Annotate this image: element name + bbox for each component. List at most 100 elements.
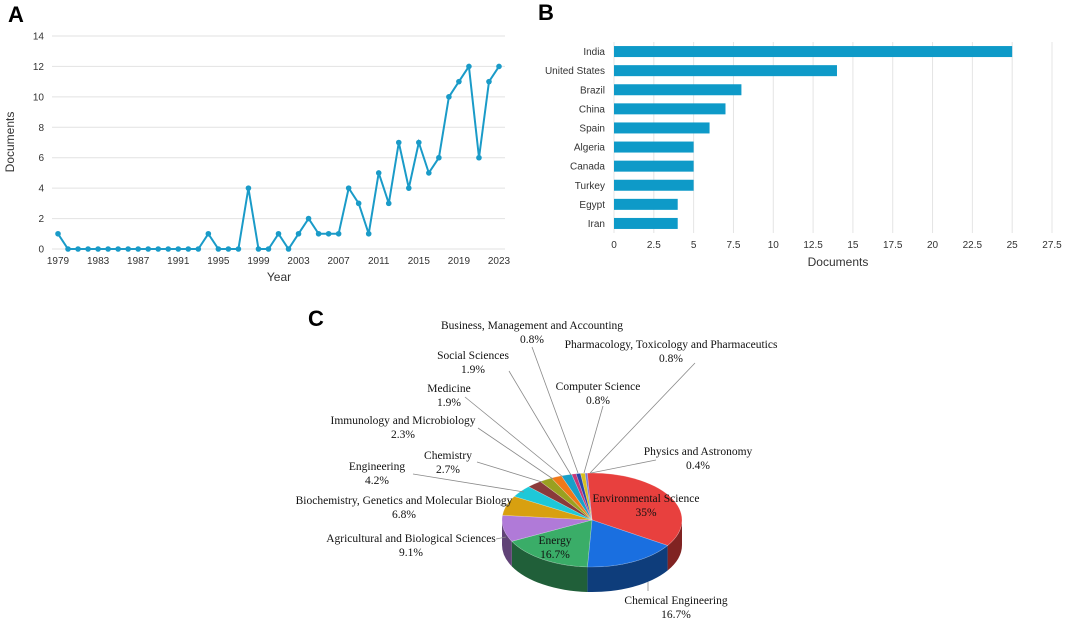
x-tick-10: 10	[768, 240, 780, 251]
leader-engineering	[412, 473, 525, 493]
point-1993	[195, 246, 202, 252]
category-egypt: Egypt	[579, 200, 605, 211]
x-tick-1991: 1991	[167, 256, 190, 267]
bar-canada	[614, 160, 694, 172]
point-1989	[155, 246, 162, 252]
side-1-0	[587, 545, 668, 592]
category-canada: Canada	[570, 162, 605, 173]
label-pct-engineering: 4.2%	[365, 475, 389, 487]
category-algeria: Algeria	[574, 143, 606, 154]
point-2018	[446, 94, 452, 100]
leader-pharmacology-toxicology-and-pharmaceutics	[589, 362, 696, 474]
x-tick-0: 0	[611, 240, 617, 251]
label-name-energy: Energy	[538, 535, 571, 547]
category-china: China	[579, 104, 606, 115]
point-2008	[345, 185, 352, 191]
x-axis-title: Year	[267, 270, 291, 284]
label-name-environmental-science: Environmental Science	[593, 493, 700, 505]
label-name-immunology-and-microbiology: Immunology and Microbiology	[330, 415, 475, 427]
point-1979	[55, 230, 61, 237]
y-tick-6: 6	[38, 153, 44, 164]
slice-business-management-and-accounting	[571, 473, 593, 521]
leader-medicine	[464, 396, 564, 478]
panel-label-a: A	[8, 2, 24, 27]
slice-biochemistry-genetics-and-molecular-biology	[502, 496, 593, 521]
point-2022	[486, 78, 492, 85]
slice-chemical-engineering	[587, 519, 669, 568]
point-1987	[135, 246, 141, 252]
label-name-physics-and-astronomy: Physics and Astronomy	[644, 446, 753, 458]
slice-computer-science	[580, 472, 593, 521]
slice-pharmacology-toxicology-and-pharmaceutics	[575, 473, 593, 521]
point-2007	[335, 230, 342, 237]
bars	[614, 46, 1013, 229]
label-pct-environmental-science: 35%	[635, 507, 657, 519]
point-1990	[165, 246, 172, 252]
x-tick-2015: 2015	[408, 256, 431, 267]
label-pct-immunology-and-microbiology: 2.3%	[391, 429, 415, 441]
label-name-pharmacology-toxicology-and-pharmaceutics: Pharmacology, Toxicology and Pharmaceuti…	[565, 339, 778, 351]
x-tick-1987: 1987	[127, 256, 150, 267]
bar-united-states	[614, 65, 837, 77]
x-tick-5: 5	[691, 240, 697, 251]
side-3-0	[502, 520, 512, 567]
point-2021	[476, 154, 482, 161]
category-iran: Iran	[588, 219, 605, 230]
label-pct-chemical-engineering: 16.7%	[661, 609, 691, 620]
point-1992	[185, 246, 192, 252]
point-1980	[65, 246, 71, 252]
label-pct-physics-and-astronomy: 0.4%	[686, 460, 710, 472]
y-tick-0: 0	[38, 245, 44, 256]
panel-label-c: C	[308, 306, 324, 331]
y-tick-labels: 0 2 4 6 8 10 12 14	[33, 32, 45, 256]
label-pct-pharmacology-toxicology-and-pharmaceutics: 0.8%	[659, 353, 683, 365]
slice-energy	[511, 519, 593, 568]
category-brazil: Brazil	[580, 85, 605, 96]
x-tick-27.5: 27.5	[1042, 240, 1062, 251]
point-1998	[245, 185, 252, 191]
bar-turkey	[614, 179, 694, 191]
y-tick-14: 14	[33, 32, 45, 43]
line-chart-a: 0 2 4 6 8 10 12 14 1979 1983 1987 1991 1995 1999 2003…	[3, 32, 511, 285]
point-2010	[365, 230, 372, 237]
point-2016	[426, 170, 432, 176]
point-2014	[405, 185, 412, 191]
pie-depth	[502, 520, 682, 592]
label-pct-agricultural-and-biological-sciences: 9.1%	[399, 547, 423, 559]
leader-agricultural-and-biological-sciences	[495, 536, 507, 540]
label-name-chemical-engineering: Chemical Engineering	[624, 595, 727, 607]
point-2020	[466, 63, 472, 70]
point-1997	[235, 246, 242, 252]
point-2003	[295, 230, 302, 237]
label-pct-computer-science: 0.8%	[586, 395, 610, 407]
point-2004	[305, 215, 312, 222]
slice-physics-and-astronomy	[584, 472, 593, 521]
x-tick-labels: 1979 1983 1987 1991 1995 1999 2003 2007 2011 2015…	[47, 256, 511, 267]
point-1995	[215, 246, 222, 252]
point-1985	[115, 246, 121, 252]
leader-physics-and-astronomy	[590, 459, 657, 474]
side-2-0	[511, 541, 588, 592]
x-tick-1995: 1995	[207, 256, 230, 267]
point-1996	[225, 246, 232, 252]
label-pct-social-sciences: 1.9%	[461, 364, 485, 376]
bar-egypt	[614, 198, 678, 210]
y-tick-10: 10	[33, 92, 45, 103]
point-2017	[436, 154, 442, 161]
x-tick-1999: 1999	[247, 256, 270, 267]
point-1988	[145, 246, 152, 252]
x-tick-12.5: 12.5	[803, 240, 823, 251]
x-tick-25: 25	[1007, 240, 1019, 251]
x-axis-title: Documents	[808, 255, 869, 269]
category-spain: Spain	[579, 123, 605, 134]
label-name-business-management-and-accounting: Business, Management and Accounting	[441, 320, 623, 332]
side-0-0	[667, 520, 682, 571]
label-name-biochemistry-genetics-and-molecular-biology: Biochemistry, Genetics and Molecular Bio…	[296, 495, 513, 507]
x-tick-2.5: 2.5	[647, 240, 661, 251]
point-2009	[355, 200, 362, 207]
leader-immunology-and-microbiology	[477, 427, 554, 480]
point-1994	[205, 230, 212, 237]
x-tick-15: 15	[847, 240, 859, 251]
point-2011	[375, 170, 382, 176]
